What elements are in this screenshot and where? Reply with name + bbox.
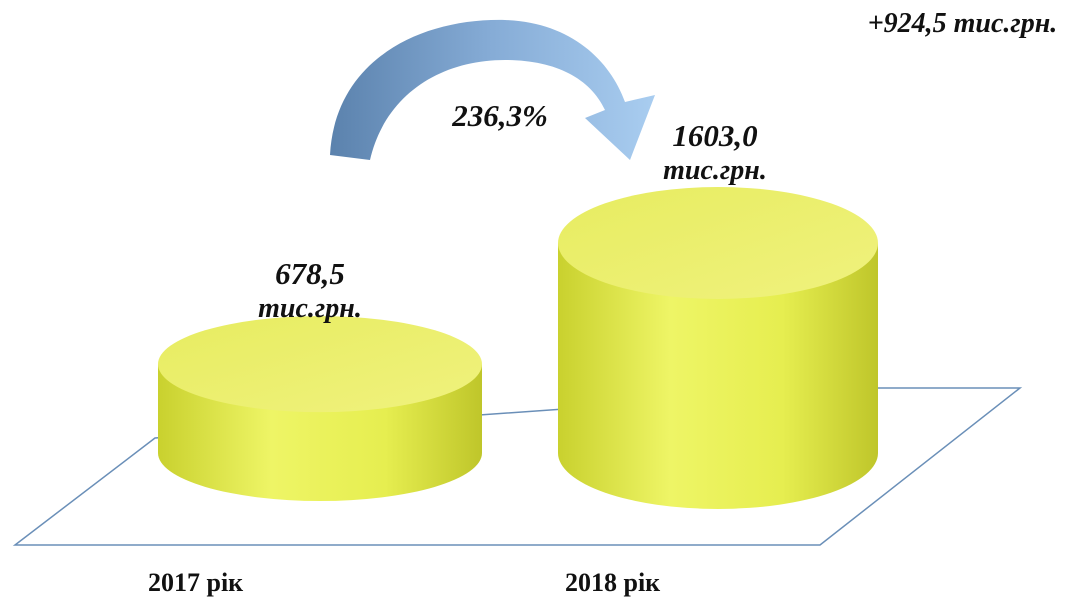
bar-1 bbox=[158, 316, 482, 501]
data-label-2018-unit: тис.грн. bbox=[663, 155, 767, 186]
data-label-2017-unit: тис.грн. bbox=[258, 293, 362, 324]
growth-percent-label: 236,3% bbox=[452, 98, 548, 133]
data-label-2018: 1603,0 тис.грн. bbox=[600, 118, 830, 188]
growth-arrow bbox=[330, 19, 655, 160]
category-label-2018: 2018 рік bbox=[565, 568, 661, 597]
bar-2-top bbox=[558, 187, 878, 299]
chart-title-fragment bbox=[360, 0, 650, 8]
delta-annotation: +924,5 тис.грн. bbox=[867, 8, 1058, 39]
data-label-2017: 678,5 тис.грн. bbox=[195, 256, 425, 326]
bar-1-top bbox=[158, 316, 482, 413]
bars-group bbox=[158, 187, 878, 509]
bar-2-body bbox=[558, 243, 878, 509]
bar-2 bbox=[558, 187, 878, 509]
data-label-2018-value: 1603,0 bbox=[672, 118, 758, 153]
category-label-2017: 2017 рік bbox=[148, 568, 244, 597]
data-label-2017-value: 678,5 bbox=[275, 256, 345, 291]
